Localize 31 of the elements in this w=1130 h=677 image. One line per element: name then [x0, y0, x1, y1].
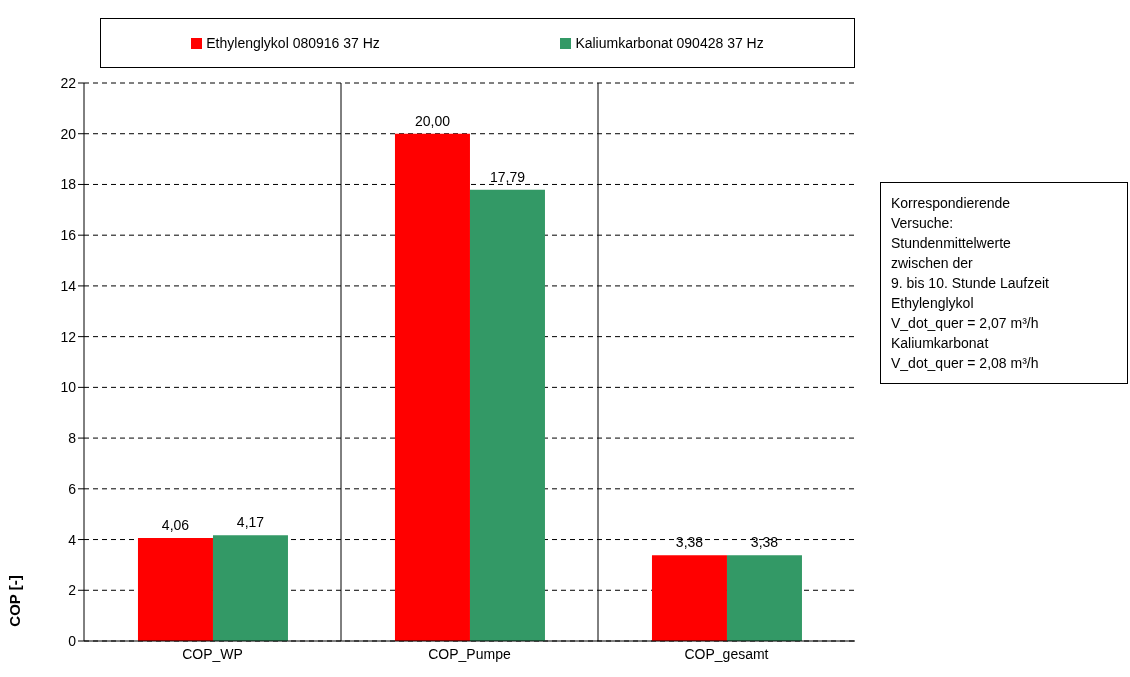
- x-tick-label: COP_WP: [182, 645, 243, 662]
- y-tick-label: 14: [60, 277, 77, 294]
- bar: [394, 133, 470, 641]
- legend-label: Kaliumkarbonat 090428 37 Hz: [575, 35, 764, 51]
- text: Korrespondierende Versuche: Stundenmittelwerte zwischen der 9. bis 10. Stunde Laufzeit Ethylenglykol V_dot_quer = 2,07 m³/h Kaliumkarbonat V_dot_quer = 2,08 m³/h: [891, 195, 1049, 371]
- data-label: 4,06: [161, 517, 190, 534]
- bar: [726, 555, 802, 641]
- y-tick-label: 18: [60, 176, 77, 193]
- data-label: 3,38: [750, 534, 779, 551]
- y-tick-label: 10: [60, 379, 77, 396]
- y-axis-title: COP [-]: [6, 575, 23, 627]
- y-tick-label: 4: [68, 531, 77, 548]
- y-tick-label: 12: [60, 328, 77, 345]
- bar: [469, 189, 545, 641]
- bar: [651, 555, 727, 641]
- data-label: 3,38: [675, 534, 704, 551]
- y-tick-label: 8: [68, 430, 77, 447]
- bar: [212, 535, 288, 641]
- y-tick-label: 2: [68, 582, 77, 599]
- y-tick-label: 22: [60, 74, 77, 91]
- x-tick-label: COP_Pumpe: [428, 645, 511, 662]
- y-tick-label: 0: [68, 632, 77, 649]
- legend-label: Ethylenglykol 080916 37 Hz: [206, 35, 380, 51]
- data-label: 20,00: [414, 112, 451, 129]
- data-label: 17,79: [489, 168, 526, 185]
- y-tick-label: 16: [60, 227, 77, 244]
- y-tick-label: 6: [68, 480, 77, 497]
- y-tick-label: 20: [60, 125, 77, 142]
- data-label: 4,17: [236, 514, 265, 531]
- bar: [137, 538, 213, 641]
- x-tick-label: COP_gesamt: [684, 645, 769, 662]
